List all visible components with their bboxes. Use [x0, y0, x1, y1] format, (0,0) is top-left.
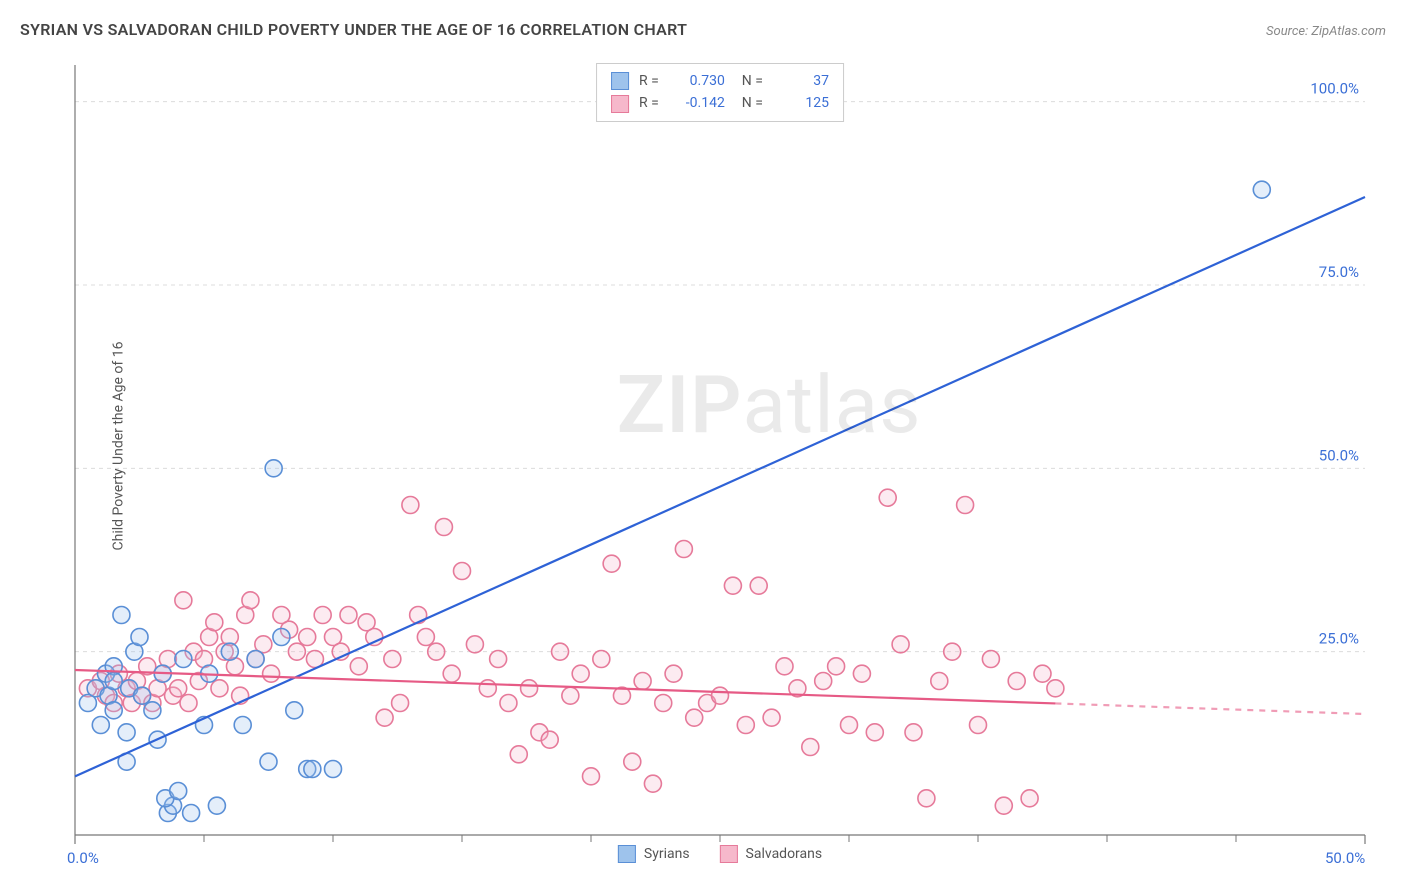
- stat-n-salvadorans: 125: [773, 92, 829, 114]
- x-tick-label: 0.0%: [67, 849, 99, 867]
- legend-swatch-syrians: [618, 845, 636, 863]
- svg-text:50.0%: 50.0%: [1319, 446, 1359, 464]
- chart-title: SYRIAN VS SALVADORAN CHILD POVERTY UNDER…: [20, 20, 687, 39]
- legend-item: Salvadorans: [720, 845, 823, 863]
- svg-text:75.0%: 75.0%: [1319, 263, 1359, 281]
- chart-source: Source: ZipAtlas.com: [1266, 24, 1386, 39]
- legend-label: Salvadorans: [746, 846, 823, 862]
- x-tick-label: 50.0%: [1325, 849, 1365, 867]
- chart-header: SYRIAN VS SALVADORAN CHILD POVERTY UNDER…: [20, 20, 1386, 39]
- svg-text:25.0%: 25.0%: [1319, 630, 1359, 648]
- stat-r-syrians: 0.730: [669, 70, 725, 92]
- scatter-plot: 25.0% 50.0% 75.0% 100.0%: [60, 55, 1380, 845]
- legend-item: Syrians: [618, 845, 690, 863]
- stats-legend: R = 0.730 N = 37 R = -0.142 N = 125: [596, 63, 844, 122]
- swatch-salvadorans: [611, 95, 629, 113]
- legend-bottom: Syrians Salvadorans: [618, 845, 822, 863]
- stats-row: R = 0.730 N = 37: [611, 70, 829, 92]
- stat-n-syrians: 37: [773, 70, 829, 92]
- stats-row: R = -0.142 N = 125: [611, 92, 829, 114]
- chart-area: R = 0.730 N = 37 R = -0.142 N = 125 25.0…: [60, 55, 1380, 845]
- stat-label-n: N =: [735, 92, 763, 114]
- stat-label-r: R =: [639, 70, 659, 92]
- swatch-syrians: [611, 72, 629, 90]
- chart-container: SYRIAN VS SALVADORAN CHILD POVERTY UNDER…: [0, 0, 1406, 892]
- legend-label: Syrians: [644, 846, 690, 862]
- stat-r-salvadorans: -0.142: [669, 92, 725, 114]
- stat-label-n: N =: [735, 70, 763, 92]
- svg-text:100.0%: 100.0%: [1310, 80, 1359, 98]
- stat-label-r: R =: [639, 92, 659, 114]
- legend-swatch-salvadorans: [720, 845, 738, 863]
